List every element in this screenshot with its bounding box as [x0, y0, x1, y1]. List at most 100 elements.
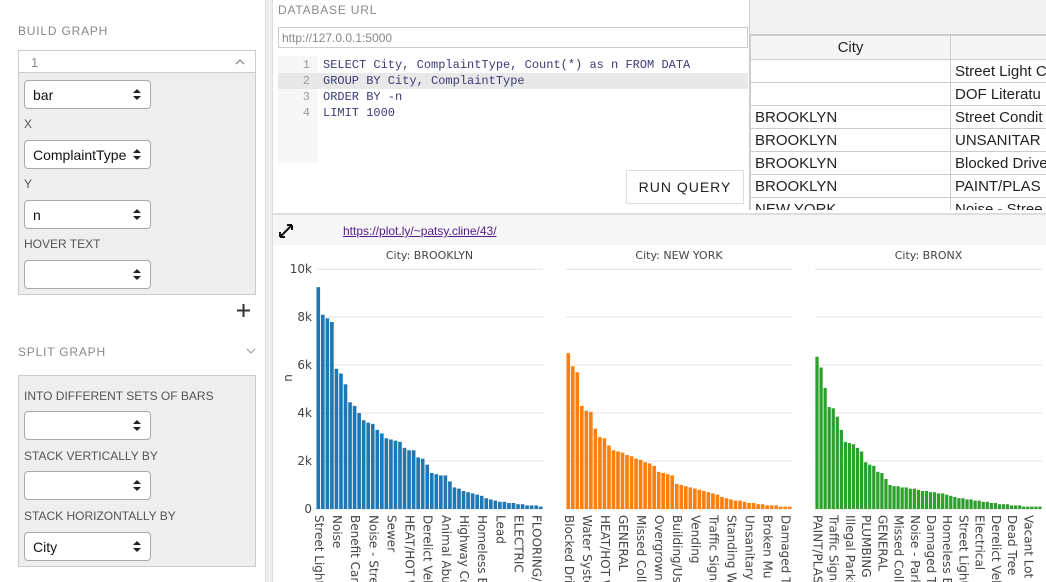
- chart: n City: BROOKLYN 0 2k 4k 6k 8k 10k Street Light N…: [281, 249, 1042, 582]
- add-button[interactable]: [236, 303, 251, 318]
- bar: [629, 456, 634, 509]
- select[interactable]: bar: [24, 80, 151, 109]
- bar: [389, 439, 393, 509]
- bar: [443, 475, 448, 509]
- bar: [643, 462, 647, 509]
- bar: [466, 492, 470, 509]
- bar: [670, 475, 675, 509]
- bar: [702, 491, 706, 509]
- plot-toolbar: [273, 215, 1046, 245]
- bar: [742, 501, 747, 509]
- panel-header[interactable]: 1: [18, 50, 256, 73]
- bar: [778, 506, 783, 509]
- table-cell: [750, 82, 951, 106]
- x-tick-label: Sewer: [384, 515, 398, 552]
- x-tick-label: Benefit Card: [348, 515, 362, 582]
- x-tick-label: Illegal Parkin: [843, 515, 857, 582]
- x-tick-label: Vending: [688, 515, 702, 563]
- active-line: [278, 73, 748, 89]
- x-tick-label: Vacant Lot: [1021, 515, 1035, 579]
- bar: [787, 506, 792, 509]
- bar: [831, 408, 835, 509]
- field-label: X: [24, 117, 33, 131]
- bar: [570, 366, 575, 509]
- divider: [265, 0, 273, 582]
- field-label: HOVER TEXT: [24, 237, 101, 251]
- bar: [920, 491, 925, 509]
- table-row: Street Light C: [750, 59, 1046, 83]
- bar: [516, 504, 520, 509]
- section-title: BUILD GRAPH: [18, 24, 109, 38]
- select[interactable]: [24, 411, 151, 440]
- y-tick-label: 6k: [297, 358, 312, 372]
- select[interactable]: n: [24, 200, 151, 229]
- x-tick-label: Damaged T: [779, 515, 793, 582]
- run-button[interactable]: RUN QUERY: [626, 170, 744, 204]
- table-row: NEW YORK Noise - Stree: [750, 197, 1046, 210]
- x-tick-label: HEAT/HOT W: [598, 515, 612, 582]
- bar: [683, 486, 688, 509]
- bar: [900, 487, 904, 509]
- select[interactable]: City: [24, 532, 151, 561]
- bar: [448, 481, 452, 509]
- bar: [1034, 506, 1038, 509]
- bar: [711, 493, 715, 509]
- x-tick-label: GENERAL: [616, 515, 630, 572]
- code-editor[interactable]: 1 2 3 4 SELECT City, ComplaintType, Count(*…: [278, 56, 748, 163]
- collapse-caret[interactable]: [235, 58, 245, 65]
- select[interactable]: [24, 471, 151, 500]
- bar: [765, 505, 769, 509]
- bar: [827, 407, 831, 509]
- bar: [839, 429, 843, 509]
- select[interactable]: [24, 260, 151, 289]
- table-cell: UNSANITAR: [950, 128, 1046, 152]
- column-header: [950, 35, 1046, 60]
- bar: [888, 485, 892, 509]
- table-row: BROOKLYN Street Condit: [750, 105, 1046, 129]
- bar: [470, 493, 475, 509]
- bar: [738, 500, 742, 509]
- bar: [534, 505, 539, 509]
- bar: [429, 473, 434, 509]
- x-tick-label: ELECTRIC: [512, 515, 526, 573]
- x-tick-label: PAINT/PLAS: [811, 515, 825, 582]
- bar: [876, 471, 880, 509]
- bar: [1018, 505, 1022, 509]
- x-tick-label: Missed Colle: [634, 515, 648, 582]
- y-tick-label: 0: [304, 502, 312, 516]
- x-tick-label: Street Light: [956, 515, 970, 582]
- bar: [928, 492, 933, 509]
- bar: [1030, 506, 1034, 509]
- bar: [334, 368, 339, 509]
- bar: [760, 504, 765, 509]
- separator: [273, 213, 1046, 215]
- bar: [425, 464, 430, 509]
- x-tick-label: Dead Tree: [1005, 515, 1019, 575]
- bar: [520, 504, 525, 509]
- bar: [937, 493, 941, 509]
- bar: [620, 452, 625, 509]
- bar: [589, 411, 593, 509]
- bar: [819, 367, 823, 509]
- bar: [475, 494, 479, 509]
- expand-icon[interactable]: [278, 223, 294, 239]
- column-header: City: [750, 35, 951, 60]
- bar: [366, 422, 371, 509]
- bar: [993, 503, 998, 509]
- table-cell: BROOKLYN: [750, 128, 951, 152]
- bar: [953, 497, 957, 509]
- bar: [823, 387, 827, 509]
- bar: [997, 504, 1002, 509]
- bar: [843, 441, 848, 509]
- select[interactable]: ComplaintType: [24, 140, 151, 169]
- table: City Street Light C DOF Literatu BROOKLYN S…: [750, 35, 1046, 210]
- bar: [607, 445, 611, 509]
- plot-link[interactable]: https://plot.ly/~patsy.cline/43/: [343, 224, 497, 238]
- expand-caret[interactable]: [246, 348, 256, 355]
- table-cell: BROOKLYN: [750, 105, 951, 129]
- bar: [384, 438, 389, 509]
- url-input[interactable]: http://127.0.0.1:5000: [278, 27, 748, 48]
- bar: [783, 506, 788, 509]
- bar: [357, 413, 361, 509]
- table-toolbar: [750, 0, 1046, 35]
